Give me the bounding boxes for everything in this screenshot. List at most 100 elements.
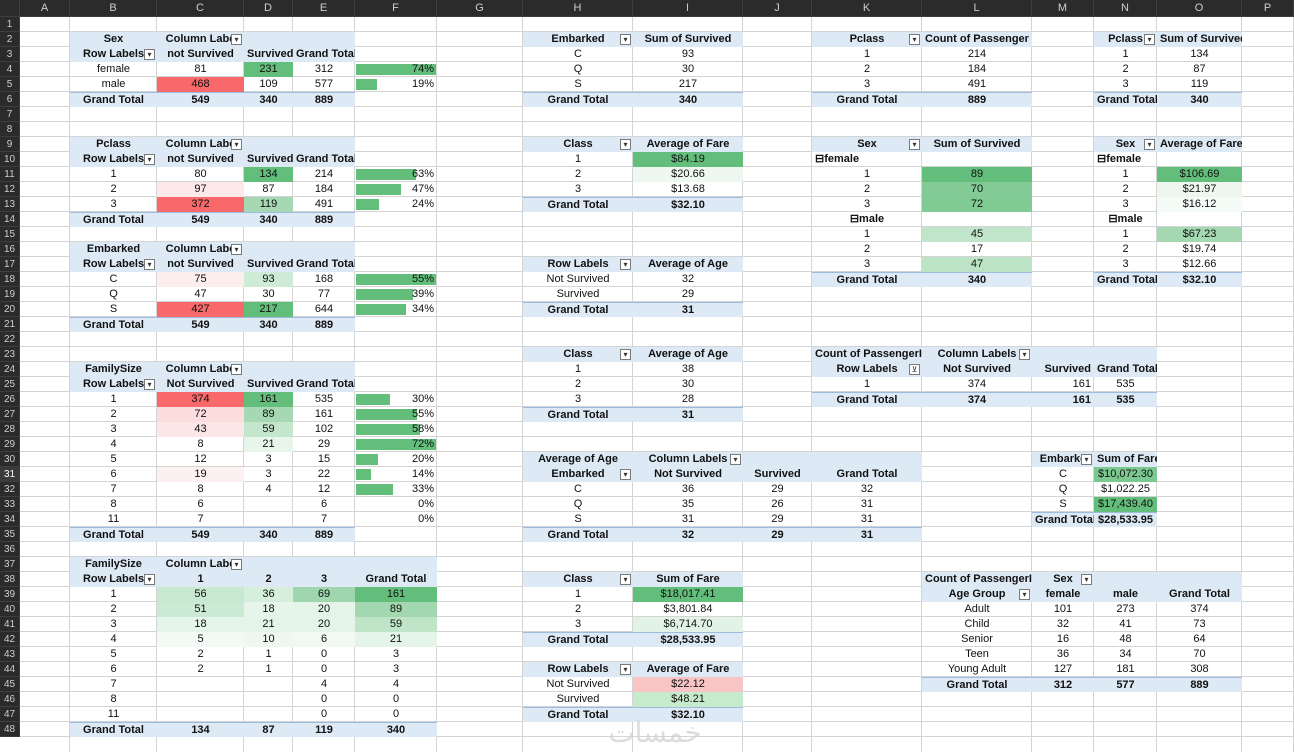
row-header-20[interactable]: 20: [0, 302, 20, 317]
embarked-sum-survived-filter-dropdown-icon[interactable]: ▾: [620, 34, 631, 45]
row-header-8[interactable]: 8: [0, 122, 20, 137]
pclass-survival-filter-dropdown-icon[interactable]: ▾: [144, 154, 155, 165]
row-header-4[interactable]: 4: [0, 62, 20, 77]
column-header-d[interactable]: D: [244, 0, 293, 17]
row-header-42[interactable]: 42: [0, 632, 20, 647]
row-header-16[interactable]: 16: [0, 242, 20, 257]
row-header-34[interactable]: 34: [0, 512, 20, 527]
row-header-46[interactable]: 46: [0, 692, 20, 707]
column-header-h[interactable]: H: [523, 0, 633, 17]
embarked-sum-fare-filter-dropdown-icon[interactable]: ▾: [1081, 454, 1092, 465]
row-header-36[interactable]: 36: [0, 542, 20, 557]
sex-class-survived-filter-dropdown-icon[interactable]: ▾: [909, 139, 920, 150]
column-header-e[interactable]: E: [293, 0, 355, 17]
row-header-13[interactable]: 13: [0, 197, 20, 212]
row-header-37[interactable]: 37: [0, 557, 20, 572]
column-header-j[interactable]: J: [743, 0, 812, 17]
agegroup-sex-filter-dropdown-icon[interactable]: ▾: [1019, 589, 1030, 600]
row-header-27[interactable]: 27: [0, 407, 20, 422]
row-header-28[interactable]: 28: [0, 422, 20, 437]
row-header-45[interactable]: 45: [0, 677, 20, 692]
row-header-35[interactable]: 35: [0, 527, 20, 542]
survival-avg-age-filter-dropdown-icon[interactable]: ▾: [620, 259, 631, 270]
row-header-25[interactable]: 25: [0, 377, 20, 392]
row-header-18[interactable]: 18: [0, 272, 20, 287]
embarked-age-survival-filter-dropdown-icon[interactable]: ▾: [620, 469, 631, 480]
row-header-11[interactable]: 11: [0, 167, 20, 182]
row-header-2[interactable]: 2: [0, 32, 20, 47]
column-header-k[interactable]: K: [812, 0, 922, 17]
row-header-33[interactable]: 33: [0, 497, 20, 512]
familysize-pclass-filter-dropdown-icon[interactable]: ▾: [231, 559, 242, 570]
passengerid-count-cell: 1: [863, 378, 871, 390]
column-header-o[interactable]: O: [1157, 0, 1242, 17]
column-header-g[interactable]: G: [437, 0, 523, 17]
row-header-39[interactable]: 39: [0, 587, 20, 602]
row-header-24[interactable]: 24: [0, 362, 20, 377]
row-header-19[interactable]: 19: [0, 287, 20, 302]
column-header-a[interactable]: A: [20, 0, 70, 17]
class-avg-fare-filter-dropdown-icon[interactable]: ▾: [620, 139, 631, 150]
row-header-6[interactable]: 6: [0, 92, 20, 107]
agegroup-sex-cell: 889: [1157, 677, 1242, 692]
passengerid-count-filter-dropdown-icon[interactable]: ▾: [1019, 349, 1030, 360]
sex-survival-cell: Grand Total: [70, 92, 157, 107]
familysize-survival-filter-dropdown-icon[interactable]: ▾: [231, 364, 242, 375]
column-header-l[interactable]: L: [922, 0, 1032, 17]
row-header-17[interactable]: 17: [0, 257, 20, 272]
row-header-43[interactable]: 43: [0, 647, 20, 662]
agegroup-sex-filter-dropdown-icon[interactable]: ▾: [1081, 574, 1092, 585]
column-header-n[interactable]: N: [1094, 0, 1157, 17]
column-header-p[interactable]: P: [1242, 0, 1294, 17]
row-header-12[interactable]: 12: [0, 182, 20, 197]
column-header-b[interactable]: B: [70, 0, 157, 17]
row-header-5[interactable]: 5: [0, 77, 20, 92]
sex-survival-filter-dropdown-icon[interactable]: ▾: [144, 49, 155, 60]
row-header-44[interactable]: 44: [0, 662, 20, 677]
sex-class-fare-filter-dropdown-icon[interactable]: ▾: [1144, 139, 1155, 150]
row-header-31[interactable]: 31: [0, 467, 20, 482]
row-header-14[interactable]: 14: [0, 212, 20, 227]
row-header-29[interactable]: 29: [0, 437, 20, 452]
row-header-32[interactable]: 32: [0, 482, 20, 497]
class-sum-fare-filter-dropdown-icon[interactable]: ▾: [620, 574, 631, 585]
select-all-corner[interactable]: [0, 0, 20, 17]
column-header-f[interactable]: F: [355, 0, 437, 17]
familysize-pclass-filter-dropdown-icon[interactable]: ▾: [144, 574, 155, 585]
row-header-21[interactable]: 21: [0, 317, 20, 332]
pclass-survival-cell: 184: [314, 183, 334, 195]
pclass-count-filter-dropdown-icon[interactable]: ▾: [909, 34, 920, 45]
row-header-26[interactable]: 26: [0, 392, 20, 407]
embarked-age-survival-filter-dropdown-icon[interactable]: ▾: [730, 454, 741, 465]
row-header-30[interactable]: 30: [0, 452, 20, 467]
survival-avg-fare-filter-dropdown-icon[interactable]: ▾: [620, 664, 631, 675]
row-header-47[interactable]: 47: [0, 707, 20, 722]
row-header-3[interactable]: 3: [0, 47, 20, 62]
row-header-15[interactable]: 15: [0, 227, 20, 242]
sex-class-fare-cell: ⊟male: [1108, 213, 1143, 225]
sex-survival-filter-dropdown-icon[interactable]: ▾: [231, 34, 242, 45]
row-header-41[interactable]: 41: [0, 617, 20, 632]
column-header-m[interactable]: M: [1032, 0, 1094, 17]
row-header-38[interactable]: 38: [0, 572, 20, 587]
row-header-9[interactable]: 9: [0, 137, 20, 152]
familysize-survival-filter-dropdown-icon[interactable]: ▾: [144, 379, 155, 390]
row-header-22[interactable]: 22: [0, 332, 20, 347]
class-avg-age-filter-dropdown-icon[interactable]: ▾: [620, 349, 631, 360]
row-header-1[interactable]: 1: [0, 17, 20, 32]
column-header-i[interactable]: I: [633, 0, 743, 17]
embarked-survival-filter-dropdown-icon[interactable]: ▾: [231, 244, 242, 255]
class-sum-fare-cell: Grand Total: [523, 632, 633, 647]
row-header-23[interactable]: 23: [0, 347, 20, 362]
row-header-10[interactable]: 10: [0, 152, 20, 167]
row-header-7[interactable]: 7: [0, 107, 20, 122]
embarked-survival-filter-dropdown-icon[interactable]: ▾: [144, 259, 155, 270]
row-header-48[interactable]: 48: [0, 722, 20, 737]
row-header-40[interactable]: 40: [0, 602, 20, 617]
pclass-survival-filter-dropdown-icon[interactable]: ▾: [231, 139, 242, 150]
column-header-c[interactable]: C: [157, 0, 244, 17]
pclass-sum-survived-filter-dropdown-icon[interactable]: ▾: [1144, 34, 1155, 45]
pclass-count-cell: Pclass: [812, 32, 922, 47]
passengerid-count-filter-dropdown-icon[interactable]: ⊻: [909, 364, 920, 375]
